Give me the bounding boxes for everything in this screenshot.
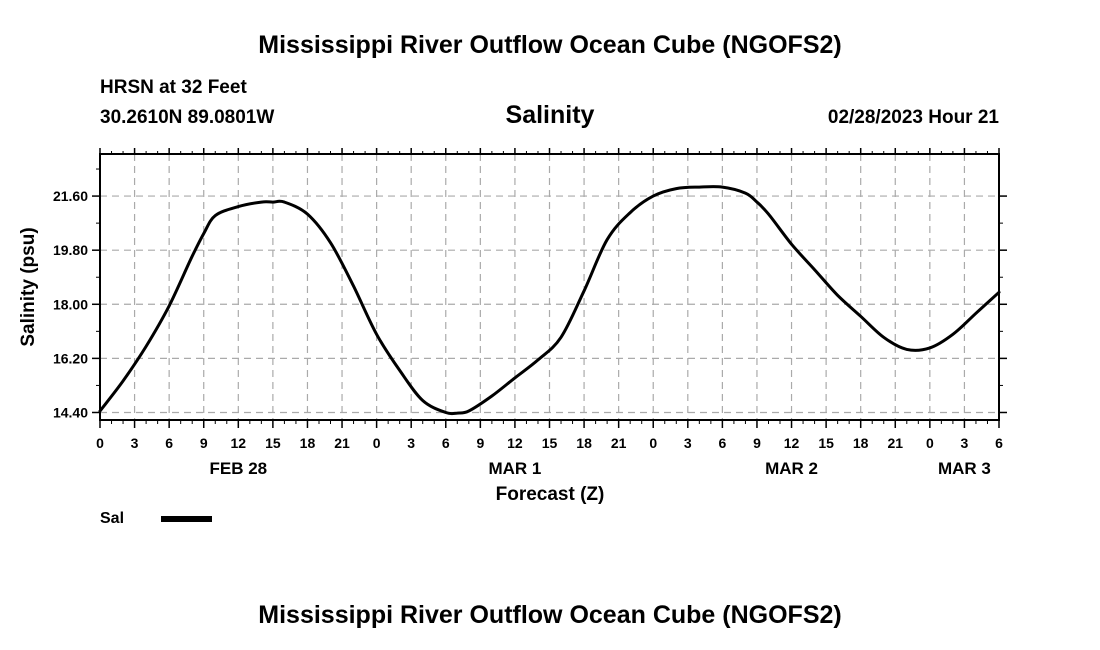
x-tick-label: 21 bbox=[887, 435, 903, 451]
y-tick-label: 19.80 bbox=[53, 242, 88, 258]
plot-title: Salinity bbox=[505, 101, 595, 129]
x-tick-label: 3 bbox=[131, 435, 139, 451]
day-labels: FEB 28 MAR 1 MAR 2 MAR 3 bbox=[209, 459, 990, 478]
plot-frame bbox=[99, 153, 1000, 421]
x-tick-label: 12 bbox=[507, 435, 523, 451]
station-coordinates: 30.2610N 89.0801W bbox=[100, 107, 275, 128]
x-tick-label: 3 bbox=[407, 435, 415, 451]
x-tick-label: 18 bbox=[576, 435, 592, 451]
x-tick-label: 21 bbox=[611, 435, 627, 451]
day-label: MAR 2 bbox=[765, 459, 818, 478]
x-tick-label: 3 bbox=[961, 435, 969, 451]
x-tick-label: 6 bbox=[165, 435, 173, 451]
y-tick-label: 14.40 bbox=[53, 404, 88, 420]
grid-lines bbox=[100, 154, 999, 420]
x-tick-label: 0 bbox=[373, 435, 381, 451]
x-tick-label: 9 bbox=[753, 435, 761, 451]
forecast-datetime: 02/28/2023 Hour 21 bbox=[827, 107, 999, 128]
x-tick-labels: 0 3 6 9 12 15 18 21 0 3 6 9 12 15 18 21 0 3 6 9 12 15 18 21 0 3 6 bbox=[96, 435, 1003, 451]
y-tick-label: 21.60 bbox=[53, 188, 88, 204]
day-label: FEB 28 bbox=[209, 459, 267, 478]
x-tick-label: 21 bbox=[334, 435, 350, 451]
y-tick-label: 18.00 bbox=[53, 296, 88, 312]
x-tick-label: 6 bbox=[442, 435, 450, 451]
station-label: HRSN at 32 Feet bbox=[100, 77, 247, 98]
x-tick-label: 12 bbox=[784, 435, 800, 451]
y-tick-labels: 14.40 16.20 18.00 19.80 21.60 bbox=[53, 188, 88, 420]
x-tick-label: 0 bbox=[96, 435, 104, 451]
footer-title: Mississippi River Outflow Ocean Cube (NG… bbox=[258, 601, 842, 629]
x-tick-label: 6 bbox=[718, 435, 726, 451]
x-tick-label: 18 bbox=[853, 435, 869, 451]
chart-title: Mississippi River Outflow Ocean Cube (NG… bbox=[258, 31, 842, 59]
legend-line-swatch bbox=[161, 516, 212, 522]
x-tick-label: 18 bbox=[300, 435, 316, 451]
x-tick-label: 3 bbox=[684, 435, 692, 451]
y-tick-label: 16.20 bbox=[53, 350, 88, 366]
salinity-series-line bbox=[98, 185, 1001, 416]
day-label: MAR 3 bbox=[938, 459, 991, 478]
x-tick-label: 12 bbox=[231, 435, 247, 451]
day-label: MAR 1 bbox=[488, 459, 541, 478]
x-tick-label: 9 bbox=[200, 435, 208, 451]
x-tick-label: 6 bbox=[995, 435, 1003, 451]
x-tick-label: 9 bbox=[476, 435, 484, 451]
x-axis-label: Forecast (Z) bbox=[496, 484, 605, 505]
x-tick-label: 15 bbox=[818, 435, 834, 451]
x-tick-label: 15 bbox=[265, 435, 281, 451]
x-tick-label: 0 bbox=[649, 435, 657, 451]
x-tick-label: 15 bbox=[542, 435, 558, 451]
x-tick-label: 0 bbox=[926, 435, 934, 451]
y-axis-label: Salinity (psu) bbox=[18, 227, 39, 346]
legend-label: Sal bbox=[100, 510, 125, 527]
